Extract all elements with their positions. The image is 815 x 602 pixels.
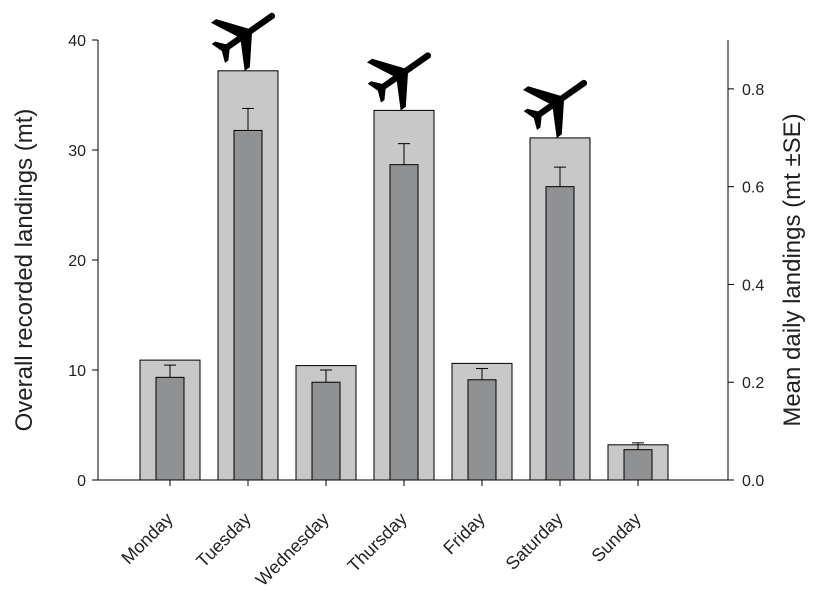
axes: 0 10 20 30 40 0.0 0.2 0.4 0.6 0.8 [68,33,764,490]
error-bars [164,107,644,450]
right-tick-label: 0.4 [742,277,764,294]
left-tick-label: 30 [68,143,86,160]
airplane-icon [201,0,292,78]
airplane-icon [357,29,448,118]
right-tick-label: 0.8 [742,82,764,99]
right-tick-label: 0.6 [742,180,764,197]
left-axis-title: Overall recorded landings (mt) [11,109,38,432]
mean-bar-sunday [623,449,653,481]
x-tick-label-wednesday: Wednesday [252,509,333,590]
mean-bar-thursday [389,164,419,481]
mean-bar-wednesday [311,381,341,481]
x-tick-label-monday: Monday [117,509,176,568]
left-tick-label: 10 [68,363,86,380]
x-tick-label-saturday: Saturday [502,509,567,574]
mean-bar-saturday [545,186,575,481]
right-tick-label: 0.0 [742,473,764,490]
left-tick-label: 20 [68,253,86,270]
x-tick-label-tuesday: Tuesday [192,509,254,571]
airplane-icon [513,57,604,145]
right-tick-label: 0.2 [742,375,764,392]
x-tick-label-friday: Friday [439,509,489,559]
mean-bar-tuesday [233,129,263,481]
left-tick-label: 0 [77,473,86,490]
mean-daily-landings-bars [155,129,653,481]
mean-bar-monday [155,376,185,481]
left-tick-label: 40 [68,33,86,50]
right-axis-title: Mean daily landings (mt ±SE) [779,113,806,426]
mean-bar-friday [467,379,497,481]
x-tick-label-sunday: Sunday [588,509,645,566]
x-tick-label-thursday: Thursday [344,509,411,576]
